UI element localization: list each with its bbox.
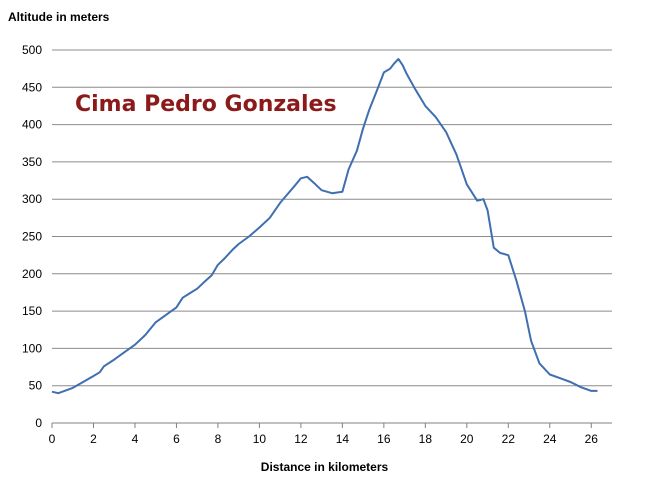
x-tick-label: 12 <box>294 432 308 446</box>
y-tick-label: 500 <box>22 43 42 57</box>
y-axis-label: Altitude in meters <box>8 10 110 24</box>
x-tick-label: 8 <box>215 432 222 446</box>
x-tick-label: 6 <box>173 432 180 446</box>
y-tick-label: 250 <box>22 230 42 244</box>
x-tick-label: 26 <box>585 432 599 446</box>
y-tick-label: 200 <box>22 267 42 281</box>
x-tick-label: 20 <box>460 432 474 446</box>
chart-annotation-title: Cima Pedro Gonzales <box>75 92 337 117</box>
x-tick-label: 4 <box>132 432 139 446</box>
altitude-line <box>51 58 598 395</box>
y-tick-label: 100 <box>22 341 42 355</box>
x-tick-label: 22 <box>502 432 516 446</box>
x-tick-label: 2 <box>90 432 97 446</box>
y-tick-label: 400 <box>22 118 42 132</box>
y-tick-label: 300 <box>22 192 42 206</box>
x-tick-label: 14 <box>336 432 350 446</box>
y-tick-label: 150 <box>22 304 42 318</box>
y-tick-label: 0 <box>35 416 42 430</box>
y-tick-label: 350 <box>22 155 42 169</box>
x-axis-ticks: 0 2 4 6 8 10 12 14 16 18 20 22 24 26 <box>49 423 599 446</box>
x-tick-label: 24 <box>543 432 557 446</box>
y-axis-ticks: 0 50 100 150 200 250 300 350 400 450 500 <box>22 43 42 430</box>
x-tick-label: 0 <box>49 432 56 446</box>
x-tick-label: 18 <box>419 432 433 446</box>
x-tick-label: 16 <box>377 432 391 446</box>
x-tick-label: 10 <box>253 432 267 446</box>
y-tick-label: 450 <box>22 80 42 94</box>
grid-lines <box>52 49 612 387</box>
x-axis-label: Distance in kilometers <box>260 460 389 474</box>
y-tick-label: 50 <box>29 379 43 393</box>
